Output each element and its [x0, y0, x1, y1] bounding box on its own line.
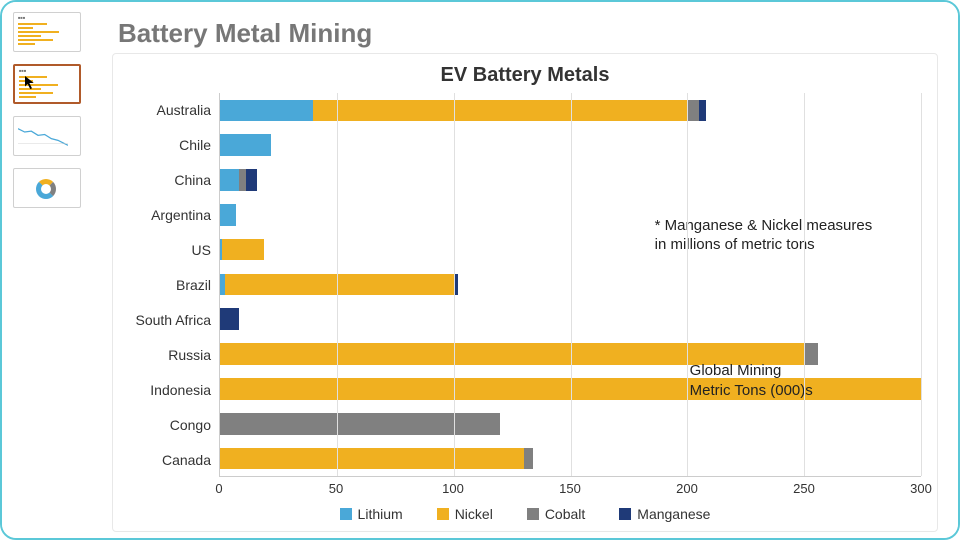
bar-segment	[220, 204, 236, 226]
bar-segment	[225, 274, 454, 296]
bar-segment	[220, 169, 239, 191]
bar-segment	[220, 448, 524, 470]
thumbnail-slide-3[interactable]	[13, 116, 81, 156]
x-tick: 100	[442, 481, 464, 496]
gridline	[921, 93, 922, 476]
bar-segment	[220, 308, 239, 330]
y-label: Congo	[129, 407, 219, 442]
x-axis: 050100150200250300	[219, 477, 921, 501]
y-label: Indonesia	[129, 372, 219, 407]
slide-thumbnails: ■■■ ■■■	[2, 2, 92, 538]
bar-segment	[687, 100, 699, 122]
y-label: Australia	[129, 93, 219, 128]
x-tick: 150	[559, 481, 581, 496]
legend: Lithium Nickel Cobalt Manganese	[129, 501, 921, 527]
bar-segment	[524, 448, 533, 470]
thumbnail-slide-4[interactable]	[13, 168, 81, 208]
legend-swatch	[340, 508, 352, 520]
bar-segment	[220, 134, 271, 156]
bar-segment	[246, 169, 258, 191]
bar-segment	[699, 100, 706, 122]
x-tick: 200	[676, 481, 698, 496]
y-label: Russia	[129, 337, 219, 372]
bar-segment	[222, 239, 264, 261]
y-label: China	[129, 163, 219, 198]
y-axis-labels: AustraliaChileChinaArgentinaUSBrazilSout…	[129, 93, 219, 477]
legend-label: Manganese	[637, 506, 710, 522]
gridline	[804, 93, 805, 476]
chart-title: EV Battery Metals	[129, 64, 921, 87]
legend-label: Cobalt	[545, 506, 585, 522]
x-tick: 50	[329, 481, 343, 496]
thumbnail-slide-1[interactable]: ■■■	[13, 12, 81, 52]
legend-label: Nickel	[455, 506, 493, 522]
y-label: Chile	[129, 128, 219, 163]
x-tick: 300	[910, 481, 932, 496]
y-label: Canada	[129, 442, 219, 477]
x-tick: 250	[793, 481, 815, 496]
legend-item: Manganese	[619, 506, 710, 522]
legend-item: Lithium	[340, 506, 403, 522]
gridline	[571, 93, 572, 476]
slide-title: Battery Metal Mining	[118, 18, 938, 49]
y-label: US	[129, 233, 219, 268]
gridline	[687, 93, 688, 476]
gridline	[337, 93, 338, 476]
chart-card: EV Battery Metals AustraliaChileChinaArg…	[112, 53, 938, 532]
y-label: Argentina	[129, 198, 219, 233]
legend-swatch	[619, 508, 631, 520]
gridline	[454, 93, 455, 476]
bar-segment	[220, 100, 313, 122]
legend-swatch	[527, 508, 539, 520]
chart-plot: AustraliaChileChinaArgentinaUSBrazilSout…	[129, 93, 921, 477]
legend-item: Nickel	[437, 506, 493, 522]
chart-note-2: Global Mining Metric Tons (000)s	[690, 361, 813, 400]
bar-segment	[220, 413, 500, 435]
legend-item: Cobalt	[527, 506, 585, 522]
app-frame: ■■■ ■■■ Battery Metal Mining EV Battery M…	[0, 0, 960, 540]
legend-swatch	[437, 508, 449, 520]
thumbnail-slide-2[interactable]: ■■■	[13, 64, 81, 104]
legend-label: Lithium	[358, 506, 403, 522]
x-tick: 0	[215, 481, 222, 496]
slide: Battery Metal Mining EV Battery Metals A…	[92, 2, 958, 538]
y-label: South Africa	[129, 302, 219, 337]
bars-area: * Manganese & Nickel measures in million…	[219, 93, 921, 477]
bar-segment	[313, 100, 687, 122]
bar-segment	[239, 169, 246, 191]
y-label: Brazil	[129, 268, 219, 303]
